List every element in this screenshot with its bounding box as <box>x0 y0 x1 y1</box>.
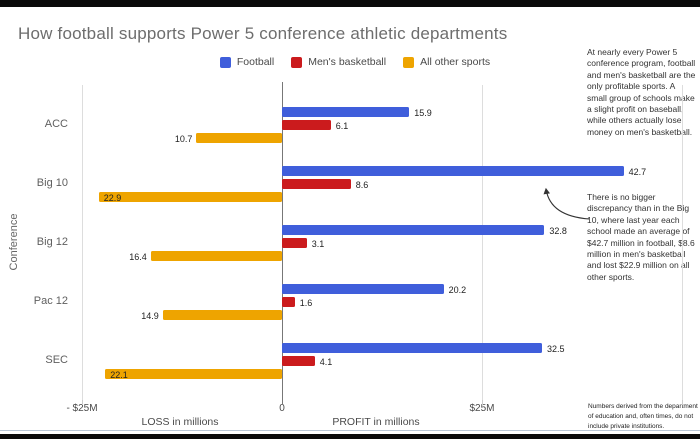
value-label: 14.9 <box>141 311 159 321</box>
value-label: 6.1 <box>335 121 349 131</box>
bar-all-other-sports-sec <box>105 369 282 379</box>
annotation-profitable-sports: At nearly every Power 5 conference progr… <box>587 47 696 137</box>
legend-item-football: Football <box>219 56 275 68</box>
value-label: 3.1 <box>311 239 325 249</box>
value-label: 32.8 <box>549 226 567 236</box>
bar-all-other-sports-big-12 <box>150 251 282 261</box>
category-label-big-12: Big 12 <box>36 236 68 248</box>
bar-all-other-sports-pac-12 <box>162 310 282 320</box>
legend-item-mens-basketball: Men's basketball <box>291 56 386 68</box>
value-label: 42.7 <box>628 167 647 177</box>
value-label: 1.6 <box>299 298 313 308</box>
value-label: 32.5 <box>547 344 565 354</box>
bar-football-big-10 <box>282 166 624 176</box>
all-other-sports-swatch-icon <box>403 56 415 68</box>
axis-tick <box>282 400 283 405</box>
axis-tick <box>82 400 83 405</box>
value-label: 15.9 <box>414 108 432 118</box>
mens-basketball-swatch-icon <box>291 56 303 68</box>
bar-men-s-basketball-acc <box>282 120 331 130</box>
bar-men-s-basketball-big-10 <box>282 179 351 189</box>
football-swatch-icon <box>219 56 231 68</box>
legend-label: Football <box>236 56 275 68</box>
value-label: 16.4 <box>129 252 147 262</box>
bar-all-other-sports-acc <box>196 133 282 143</box>
value-label: 10.7 <box>174 134 193 144</box>
legend-label: Men's basketball <box>308 56 387 68</box>
gridline <box>82 85 83 400</box>
bottom-divider-line <box>0 430 700 431</box>
bar-men-s-basketball-sec <box>282 356 315 366</box>
category-label-sec: SEC <box>45 354 68 366</box>
category-label-big-10: Big 10 <box>36 177 68 189</box>
value-label: 22.9 <box>103 193 122 203</box>
bar-all-other-sports-big-10 <box>98 192 282 202</box>
legend-item-all-other-sports: All other sports <box>403 56 490 68</box>
value-label: 20.2 <box>448 285 467 295</box>
bar-football-big-12 <box>282 225 545 235</box>
bar-football-sec <box>282 343 542 353</box>
source-footnote: Numbers derived from the department of e… <box>588 403 698 430</box>
value-label: 4.1 <box>319 357 333 367</box>
loss-axis-caption: LOSS in millions <box>141 416 219 428</box>
chart-legend: Football Men's basketball All other spor… <box>140 56 570 68</box>
page-title: How football supports Power 5 conference… <box>18 24 508 43</box>
x-tick-label-minus-25m: - $25M <box>66 403 98 414</box>
bar-men-s-basketball-big-12 <box>282 238 307 248</box>
bottom-letterbox-bar <box>0 434 700 439</box>
bar-football-pac-12 <box>282 284 444 294</box>
legend-label: All other sports <box>420 56 491 68</box>
category-label-acc: ACC <box>44 118 68 130</box>
axis-tick <box>482 400 483 405</box>
gridline <box>682 85 683 400</box>
value-label: 8.6 <box>355 180 369 190</box>
bar-men-s-basketball-pac-12 <box>282 297 295 307</box>
annotation-big10-discrepancy: There is no bigger discrepancy than in t… <box>587 192 695 282</box>
value-label: 22.1 <box>110 370 128 380</box>
top-letterbox-bar <box>0 0 700 7</box>
x-tick-label-zero: 0 <box>279 403 285 414</box>
axis-tick <box>682 400 683 405</box>
bar-football-acc <box>282 107 410 117</box>
x-tick-label-plus-25m: $25M <box>469 403 495 414</box>
profit-axis-caption: PROFIT in millions <box>332 416 420 428</box>
category-label-pac-12: Pac 12 <box>33 295 68 307</box>
gridline <box>482 85 483 400</box>
